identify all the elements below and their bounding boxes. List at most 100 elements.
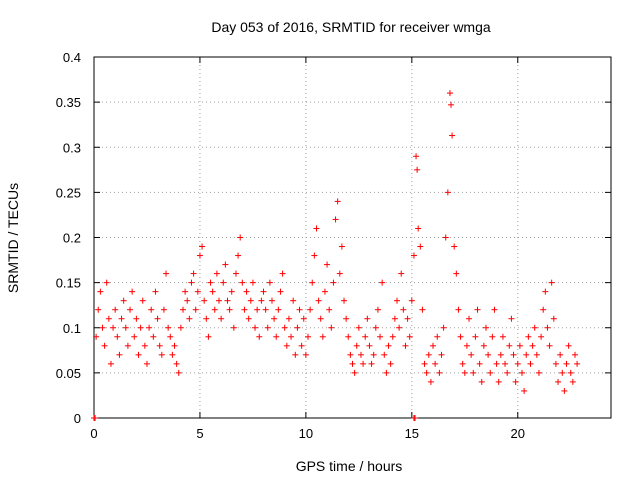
data-point <box>334 198 341 205</box>
data-point <box>412 415 419 421</box>
data-point <box>105 315 112 322</box>
data-point <box>199 243 206 250</box>
data-point <box>129 288 136 295</box>
data-point <box>143 360 150 367</box>
data-point <box>266 279 273 286</box>
data-point <box>260 288 267 295</box>
data-point <box>232 270 239 277</box>
data-point <box>116 351 123 358</box>
data-point <box>93 333 100 340</box>
data-point <box>345 333 352 340</box>
data-point <box>169 351 176 358</box>
data-point <box>574 360 581 367</box>
data-point <box>355 324 362 331</box>
data-point <box>419 306 426 313</box>
data-point <box>485 351 492 358</box>
data-point <box>205 333 212 340</box>
data-point <box>521 387 528 394</box>
data-point <box>188 279 195 286</box>
data-point <box>548 279 555 286</box>
data-point <box>222 261 229 268</box>
data-point <box>440 324 447 331</box>
data-point <box>357 351 364 358</box>
data-point <box>472 333 479 340</box>
data-point <box>370 351 377 358</box>
data-point <box>571 351 578 358</box>
data-point <box>402 342 409 349</box>
data-point <box>311 252 318 259</box>
data-point <box>146 324 153 331</box>
data-point <box>410 252 417 259</box>
data-point <box>466 315 473 322</box>
data-point <box>552 360 559 367</box>
data-point <box>474 306 481 313</box>
data-point <box>107 360 114 367</box>
data-point <box>555 378 562 385</box>
data-point <box>296 306 303 313</box>
data-point <box>92 415 99 421</box>
data-point <box>561 387 568 394</box>
data-point <box>192 306 199 313</box>
data-point <box>502 360 509 367</box>
data-point <box>315 297 322 304</box>
data-point <box>514 360 521 367</box>
data-point <box>190 270 197 277</box>
data-point <box>177 324 184 331</box>
data-point <box>442 234 449 241</box>
x-tick-label: 5 <box>196 426 203 441</box>
data-point <box>235 252 242 259</box>
data-point <box>277 288 284 295</box>
y-tick-label: 0 <box>74 411 81 426</box>
data-point <box>453 270 460 277</box>
data-point <box>417 243 424 250</box>
data-point <box>307 306 314 313</box>
data-point <box>434 333 441 340</box>
data-point <box>398 270 405 277</box>
data-point <box>258 297 265 304</box>
data-point <box>163 270 170 277</box>
data-point <box>256 333 263 340</box>
data-point <box>313 225 320 232</box>
data-point <box>226 306 233 313</box>
data-point <box>377 333 384 340</box>
data-point <box>449 132 456 139</box>
data-point <box>321 288 328 295</box>
data-point <box>338 243 345 250</box>
data-point <box>336 270 343 277</box>
data-point <box>330 279 337 286</box>
data-point <box>326 306 333 313</box>
data-point <box>559 369 566 376</box>
data-point <box>414 166 421 173</box>
data-point <box>328 324 335 331</box>
data-point <box>165 324 172 331</box>
data-point <box>298 342 305 349</box>
data-point <box>565 342 572 349</box>
data-point <box>305 333 312 340</box>
data-point <box>179 306 186 313</box>
data-point <box>319 333 326 340</box>
data-point <box>523 351 530 358</box>
gridlines <box>94 57 611 418</box>
data-point <box>379 279 386 286</box>
data-point <box>546 342 553 349</box>
data-point <box>446 90 453 97</box>
data-point <box>285 315 292 322</box>
data-point <box>249 279 256 286</box>
data-point <box>381 351 388 358</box>
chart-title: Day 053 of 2016, SRMTID for receiver wmg… <box>211 19 491 35</box>
data-point <box>506 342 513 349</box>
data-point <box>211 306 218 313</box>
data-point <box>292 351 299 358</box>
x-tick-label: 10 <box>299 426 313 441</box>
data-point <box>510 351 517 358</box>
data-point <box>290 297 297 304</box>
data-point <box>364 315 371 322</box>
data-point <box>529 342 536 349</box>
data-point <box>504 369 511 376</box>
data-point <box>383 369 390 376</box>
data-point <box>160 306 167 313</box>
data-point <box>516 342 523 349</box>
data-point <box>247 297 254 304</box>
data-point <box>343 315 350 322</box>
